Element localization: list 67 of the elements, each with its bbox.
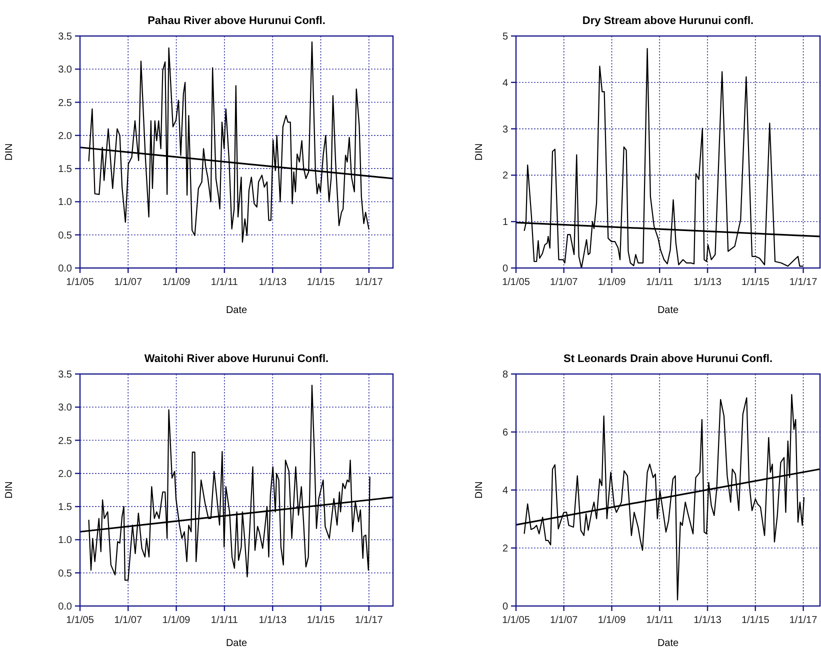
y-axis-title: DIN	[4, 481, 15, 499]
y-tick-label: 1.5	[58, 164, 72, 176]
x-tick-label: 1/1/15	[741, 615, 770, 626]
y-tick-label: 1	[502, 217, 508, 228]
y-tick-label: 4	[502, 486, 508, 496]
y-tick-label: 0.5	[58, 230, 72, 242]
x-tick-label: 1/1/07	[550, 277, 578, 288]
y-tick-label: 2	[502, 544, 508, 554]
y-axis-title: DIN	[4, 143, 15, 161]
y-tick-label: 2.0	[58, 468, 72, 480]
y-tick-label: 2.5	[58, 98, 72, 109]
x-axis-title: Date	[226, 638, 248, 649]
x-tick-label: 1/1/17	[355, 277, 384, 288]
x-tick-label: 1/1/11	[210, 615, 238, 626]
y-tick-label: 0	[502, 602, 508, 612]
x-tick-label: 1/1/07	[550, 615, 578, 626]
y-tick-label: 2	[502, 170, 508, 182]
x-tick-label: 1/1/17	[355, 615, 384, 626]
x-tick-label: 1/1/13	[258, 277, 287, 288]
chart-title: Pahau River above Hurunui Confl.	[148, 15, 326, 27]
y-tick-label: 0.0	[58, 264, 72, 274]
y-axis-title: DIN	[474, 481, 485, 499]
x-tick-label: 1/1/05	[502, 615, 530, 626]
x-tick-label: 1/1/05	[66, 277, 94, 288]
x-tick-label: 1/1/07	[114, 615, 142, 626]
chart-title: Waitohi River above Hurunui Confl.	[144, 353, 329, 365]
x-tick-label: 1/1/17	[789, 277, 818, 288]
chart-title: Dry Stream above Hurunui confl.	[582, 15, 754, 27]
y-tick-label: 1.5	[58, 502, 72, 514]
x-tick-label: 1/1/05	[502, 277, 530, 288]
y-tick-label: 4	[502, 78, 508, 89]
x-tick-label: 1/1/15	[306, 277, 336, 288]
x-tick-label: 1/1/09	[162, 615, 191, 626]
x-tick-label: 1/1/09	[598, 277, 626, 288]
y-tick-label: 2.5	[58, 436, 72, 447]
x-tick-label: 1/1/15	[306, 615, 336, 626]
chart-title: St Leonards Drain above Hurunui Confl.	[563, 353, 773, 365]
y-tick-label: 8	[502, 370, 508, 380]
x-tick-label: 1/1/09	[162, 277, 191, 288]
x-tick-label: 1/1/11	[210, 277, 238, 288]
x-axis-title: Date	[226, 305, 248, 316]
x-tick-label: 1/1/13	[694, 615, 722, 626]
x-tick-label: 1/1/13	[258, 615, 287, 626]
x-axis-title: Date	[657, 638, 679, 649]
y-tick-label: 0.5	[58, 568, 72, 580]
y-tick-label: 6	[502, 428, 508, 438]
x-tick-label: 1/1/11	[646, 615, 674, 626]
x-tick-label: 1/1/07	[114, 277, 142, 288]
y-tick-label: 5	[502, 32, 508, 42]
y-tick-label: 3.0	[58, 64, 72, 76]
y-axis-title: DIN	[474, 143, 485, 161]
y-tick-label: 0	[502, 264, 508, 274]
y-tick-label: 3	[502, 124, 508, 136]
y-tick-label: 2.0	[58, 130, 72, 142]
y-tick-label: 0.0	[58, 602, 72, 612]
y-tick-label: 3.5	[58, 370, 72, 380]
x-tick-label: 1/1/13	[694, 277, 722, 288]
x-tick-label: 1/1/17	[789, 615, 818, 626]
x-tick-label: 1/1/11	[646, 277, 674, 288]
y-tick-label: 3.5	[58, 32, 72, 42]
x-tick-label: 1/1/09	[598, 615, 626, 626]
x-axis-title: Date	[657, 305, 679, 316]
x-tick-label: 1/1/15	[741, 277, 770, 288]
x-tick-label: 1/1/05	[66, 615, 94, 626]
y-tick-label: 1.0	[58, 197, 72, 208]
y-tick-label: 3.0	[58, 402, 72, 414]
y-tick-label: 1.0	[58, 535, 72, 546]
